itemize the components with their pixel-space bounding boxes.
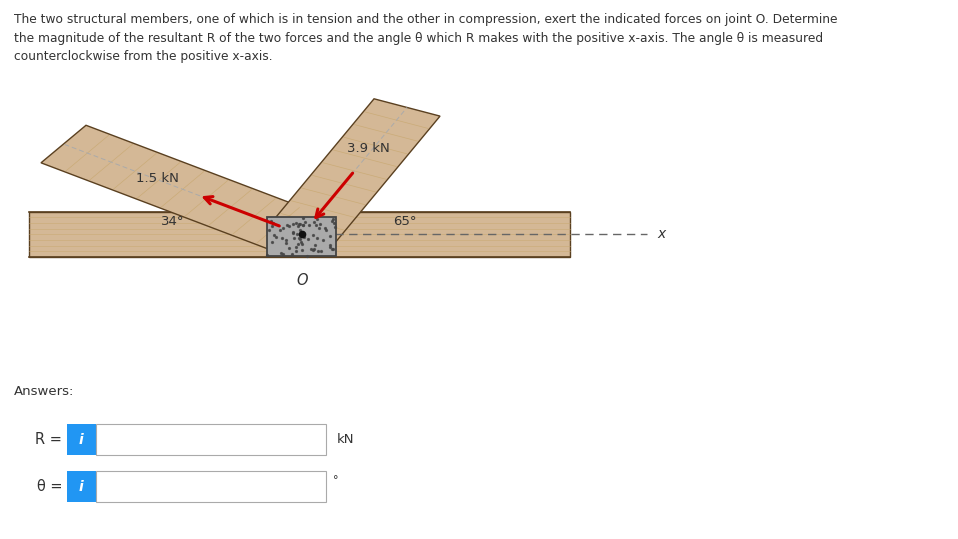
Point [285, 234, 301, 243]
Text: R =: R = [35, 432, 62, 447]
Point [294, 246, 309, 255]
Text: 34°: 34° [161, 215, 184, 228]
Point [309, 215, 325, 224]
Point [260, 250, 275, 259]
Point [289, 229, 305, 238]
Point [309, 233, 325, 242]
Point [291, 233, 307, 242]
Point [266, 231, 282, 239]
Point [274, 233, 289, 242]
Point [290, 239, 306, 248]
Point [322, 243, 337, 251]
Point [317, 223, 332, 232]
Text: θ =: θ = [36, 479, 62, 494]
Point [318, 226, 333, 234]
Point [285, 220, 301, 229]
Bar [267, 217, 336, 256]
Text: 65°: 65° [393, 215, 417, 228]
Polygon shape [41, 125, 324, 253]
Point [264, 219, 280, 227]
Bar [96, 424, 326, 455]
Point [291, 222, 307, 230]
Point [297, 218, 312, 226]
Point [274, 249, 289, 258]
Point [327, 223, 342, 231]
Point [272, 226, 287, 234]
Point [263, 216, 279, 225]
Point [315, 236, 331, 244]
Point [308, 241, 323, 250]
Point [288, 218, 304, 227]
Point [264, 238, 280, 247]
Point [294, 240, 309, 248]
Point [324, 217, 339, 226]
Point [284, 250, 299, 258]
Text: 3.9 kN: 3.9 kN [348, 142, 390, 155]
Point [288, 243, 304, 251]
Point [304, 245, 319, 253]
Text: O: O [296, 273, 308, 288]
Point [301, 234, 316, 243]
Point [285, 228, 300, 237]
Point [313, 246, 329, 255]
Polygon shape [29, 212, 570, 257]
Point [297, 233, 312, 241]
Point [292, 226, 308, 234]
Point [285, 228, 301, 237]
Point [296, 220, 311, 229]
Point [325, 215, 340, 224]
Text: i: i [80, 433, 83, 447]
Bar [96, 471, 326, 502]
Point [326, 245, 341, 253]
Point [269, 233, 285, 241]
Point [278, 239, 293, 247]
Point [262, 225, 277, 234]
Point [308, 220, 324, 229]
Point [264, 222, 280, 230]
Point [279, 235, 294, 244]
Point [307, 217, 322, 226]
Point [282, 222, 297, 231]
Text: °: ° [333, 475, 339, 485]
Point [288, 246, 304, 255]
Point [293, 238, 308, 246]
Point [322, 231, 337, 240]
Point [296, 221, 311, 230]
Point [307, 245, 322, 254]
Point [292, 235, 308, 244]
Point [292, 220, 308, 229]
Bar [67, 424, 96, 455]
Point [299, 251, 314, 260]
Point [276, 250, 291, 259]
Point [301, 220, 316, 229]
Point [296, 213, 311, 222]
Text: 1.5 kN: 1.5 kN [136, 171, 179, 184]
Point [322, 241, 337, 250]
Text: The two structural members, one of which is in tension and the other in compress: The two structural members, one of which… [14, 13, 838, 64]
Point [312, 219, 328, 228]
Point [291, 219, 307, 228]
Point [280, 220, 295, 229]
Bar [67, 471, 96, 502]
Point [311, 224, 327, 232]
Point [281, 244, 296, 252]
Point [305, 231, 320, 239]
Point [326, 219, 341, 227]
Point [306, 246, 321, 254]
Point [310, 246, 326, 255]
Text: x: x [657, 227, 665, 241]
Point [276, 224, 291, 232]
Text: kN: kN [337, 433, 354, 446]
Polygon shape [269, 99, 440, 243]
Point [325, 245, 340, 253]
Text: i: i [80, 480, 83, 494]
Text: Answers:: Answers: [14, 385, 75, 398]
